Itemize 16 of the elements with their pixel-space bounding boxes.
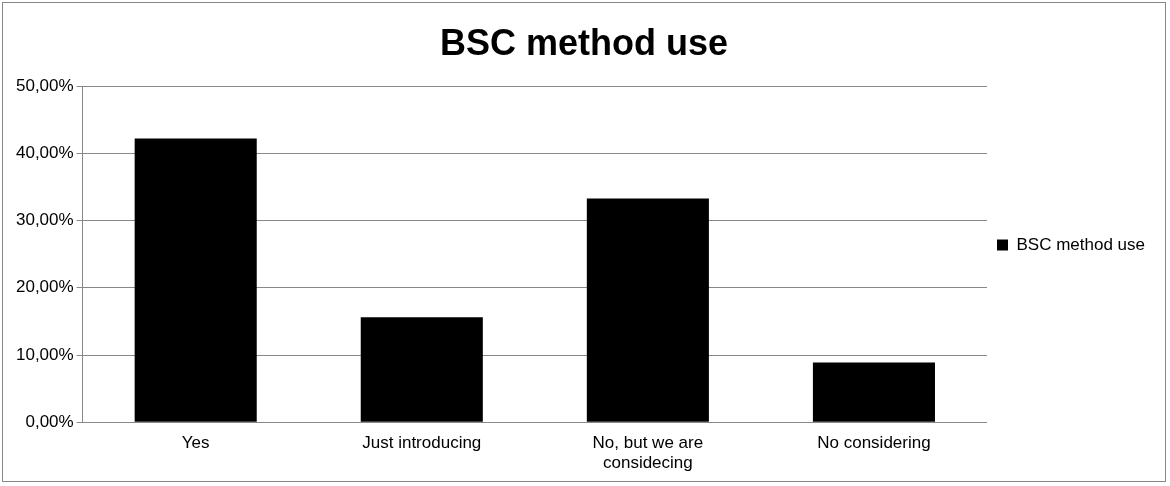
legend-label: BSC method use [1016,234,1145,254]
y-tick-label: 10,00% [15,344,74,364]
chart-title: BSC method use [439,21,729,63]
x-tick-label: No considering [817,433,931,453]
y-tick-label: 0,00% [25,411,74,431]
bar [812,362,935,422]
y-tick-label: 30,00% [15,210,74,230]
bar [360,317,483,422]
x-tick-label: Just introducing [362,433,482,453]
bar [586,198,709,422]
y-tick-label: 50,00% [15,75,74,95]
x-tick-label: No, but we are considecing [592,433,704,473]
x-tick-label: Yes [181,433,210,453]
y-tick-label: 40,00% [15,143,74,163]
y-tick-label: 20,00% [15,277,74,297]
bar [134,138,257,422]
